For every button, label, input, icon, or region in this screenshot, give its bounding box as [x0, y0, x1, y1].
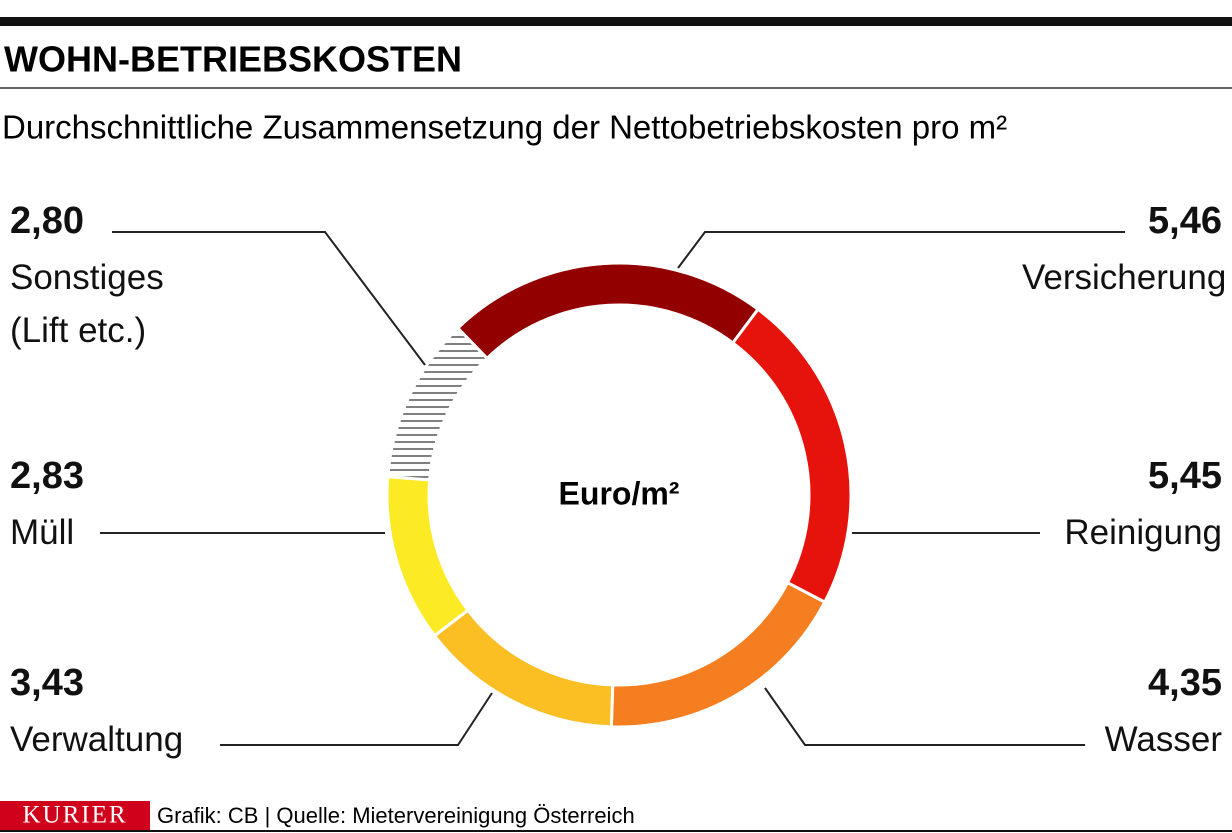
donut-segment — [730, 307, 853, 605]
top-bar — [0, 17, 1232, 26]
logo: KURIER — [22, 802, 127, 829]
value-label: 2,83 — [10, 455, 84, 497]
chart-title: WOHN-BETRIEBSKOSTEN — [4, 39, 462, 80]
leader-line — [764, 687, 1085, 746]
leader-line — [220, 692, 493, 746]
category-label: Reinigung — [1064, 513, 1222, 552]
donut-segment — [385, 474, 471, 638]
value-label: 3,43 — [10, 662, 84, 704]
source: Grafik: CB | Quelle: Mietervereinigung Ö… — [157, 803, 635, 828]
category-label: Wasser — [1104, 720, 1222, 759]
donut-segment — [455, 261, 761, 361]
value-label: 4,35 — [1148, 662, 1222, 704]
logo-box — [0, 801, 150, 830]
donut-segment — [432, 608, 615, 729]
category-label: Müll — [10, 513, 75, 552]
value-label: 5,46 — [1148, 200, 1222, 242]
donut-segment — [609, 580, 827, 729]
category-label: Sonstiges (Lift etc.) — [10, 258, 164, 350]
value-label: 5,45 — [1148, 455, 1222, 497]
value-label: 2,80 — [10, 200, 84, 242]
donut-segment — [386, 325, 490, 482]
category-label: Verwaltung — [10, 720, 184, 759]
chart-subtitle: Durchschnittliche Zusammensetzung der Ne… — [2, 109, 1007, 146]
center-label: Euro/m² — [559, 475, 680, 511]
category-label: Versicherung — [1022, 258, 1227, 297]
leader-line — [112, 231, 426, 366]
leader-line — [677, 231, 1125, 269]
